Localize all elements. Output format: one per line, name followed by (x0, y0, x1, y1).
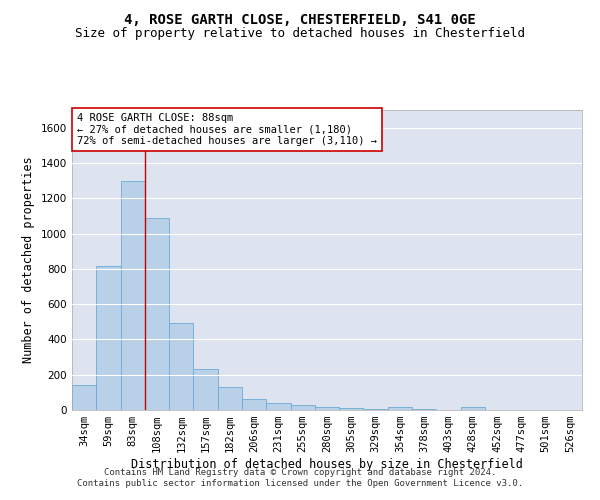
Bar (121, 182, 145, 410)
Text: Size of property relative to detached houses in Chesterfield: Size of property relative to detached ho… (75, 28, 525, 40)
Bar (266, 404, 290, 410)
Bar (218, 387, 242, 410)
Text: Contains HM Land Registry data © Crown copyright and database right 2024.
Contai: Contains HM Land Registry data © Crown c… (77, 468, 523, 487)
Bar (315, 407, 339, 410)
Bar (364, 408, 388, 410)
Bar (72, 386, 96, 410)
Text: 4, ROSE GARTH CLOSE, CHESTERFIELD, S41 0GE: 4, ROSE GARTH CLOSE, CHESTERFIELD, S41 0… (124, 12, 476, 26)
Bar (412, 409, 436, 410)
Text: 4 ROSE GARTH CLOSE: 88sqm
← 27% of detached houses are smaller (1,180)
72% of se: 4 ROSE GARTH CLOSE: 88sqm ← 27% of detac… (77, 113, 377, 146)
X-axis label: Distribution of detached houses by size in Chesterfield: Distribution of detached houses by size … (131, 458, 523, 471)
Bar (193, 370, 218, 410)
Bar (290, 405, 315, 410)
Bar (461, 407, 485, 410)
Bar (242, 398, 266, 410)
Bar (388, 408, 412, 410)
Bar (145, 218, 169, 410)
Bar (96, 266, 121, 410)
Bar (169, 322, 193, 410)
Y-axis label: Number of detached properties: Number of detached properties (22, 156, 35, 364)
Bar (339, 408, 364, 410)
